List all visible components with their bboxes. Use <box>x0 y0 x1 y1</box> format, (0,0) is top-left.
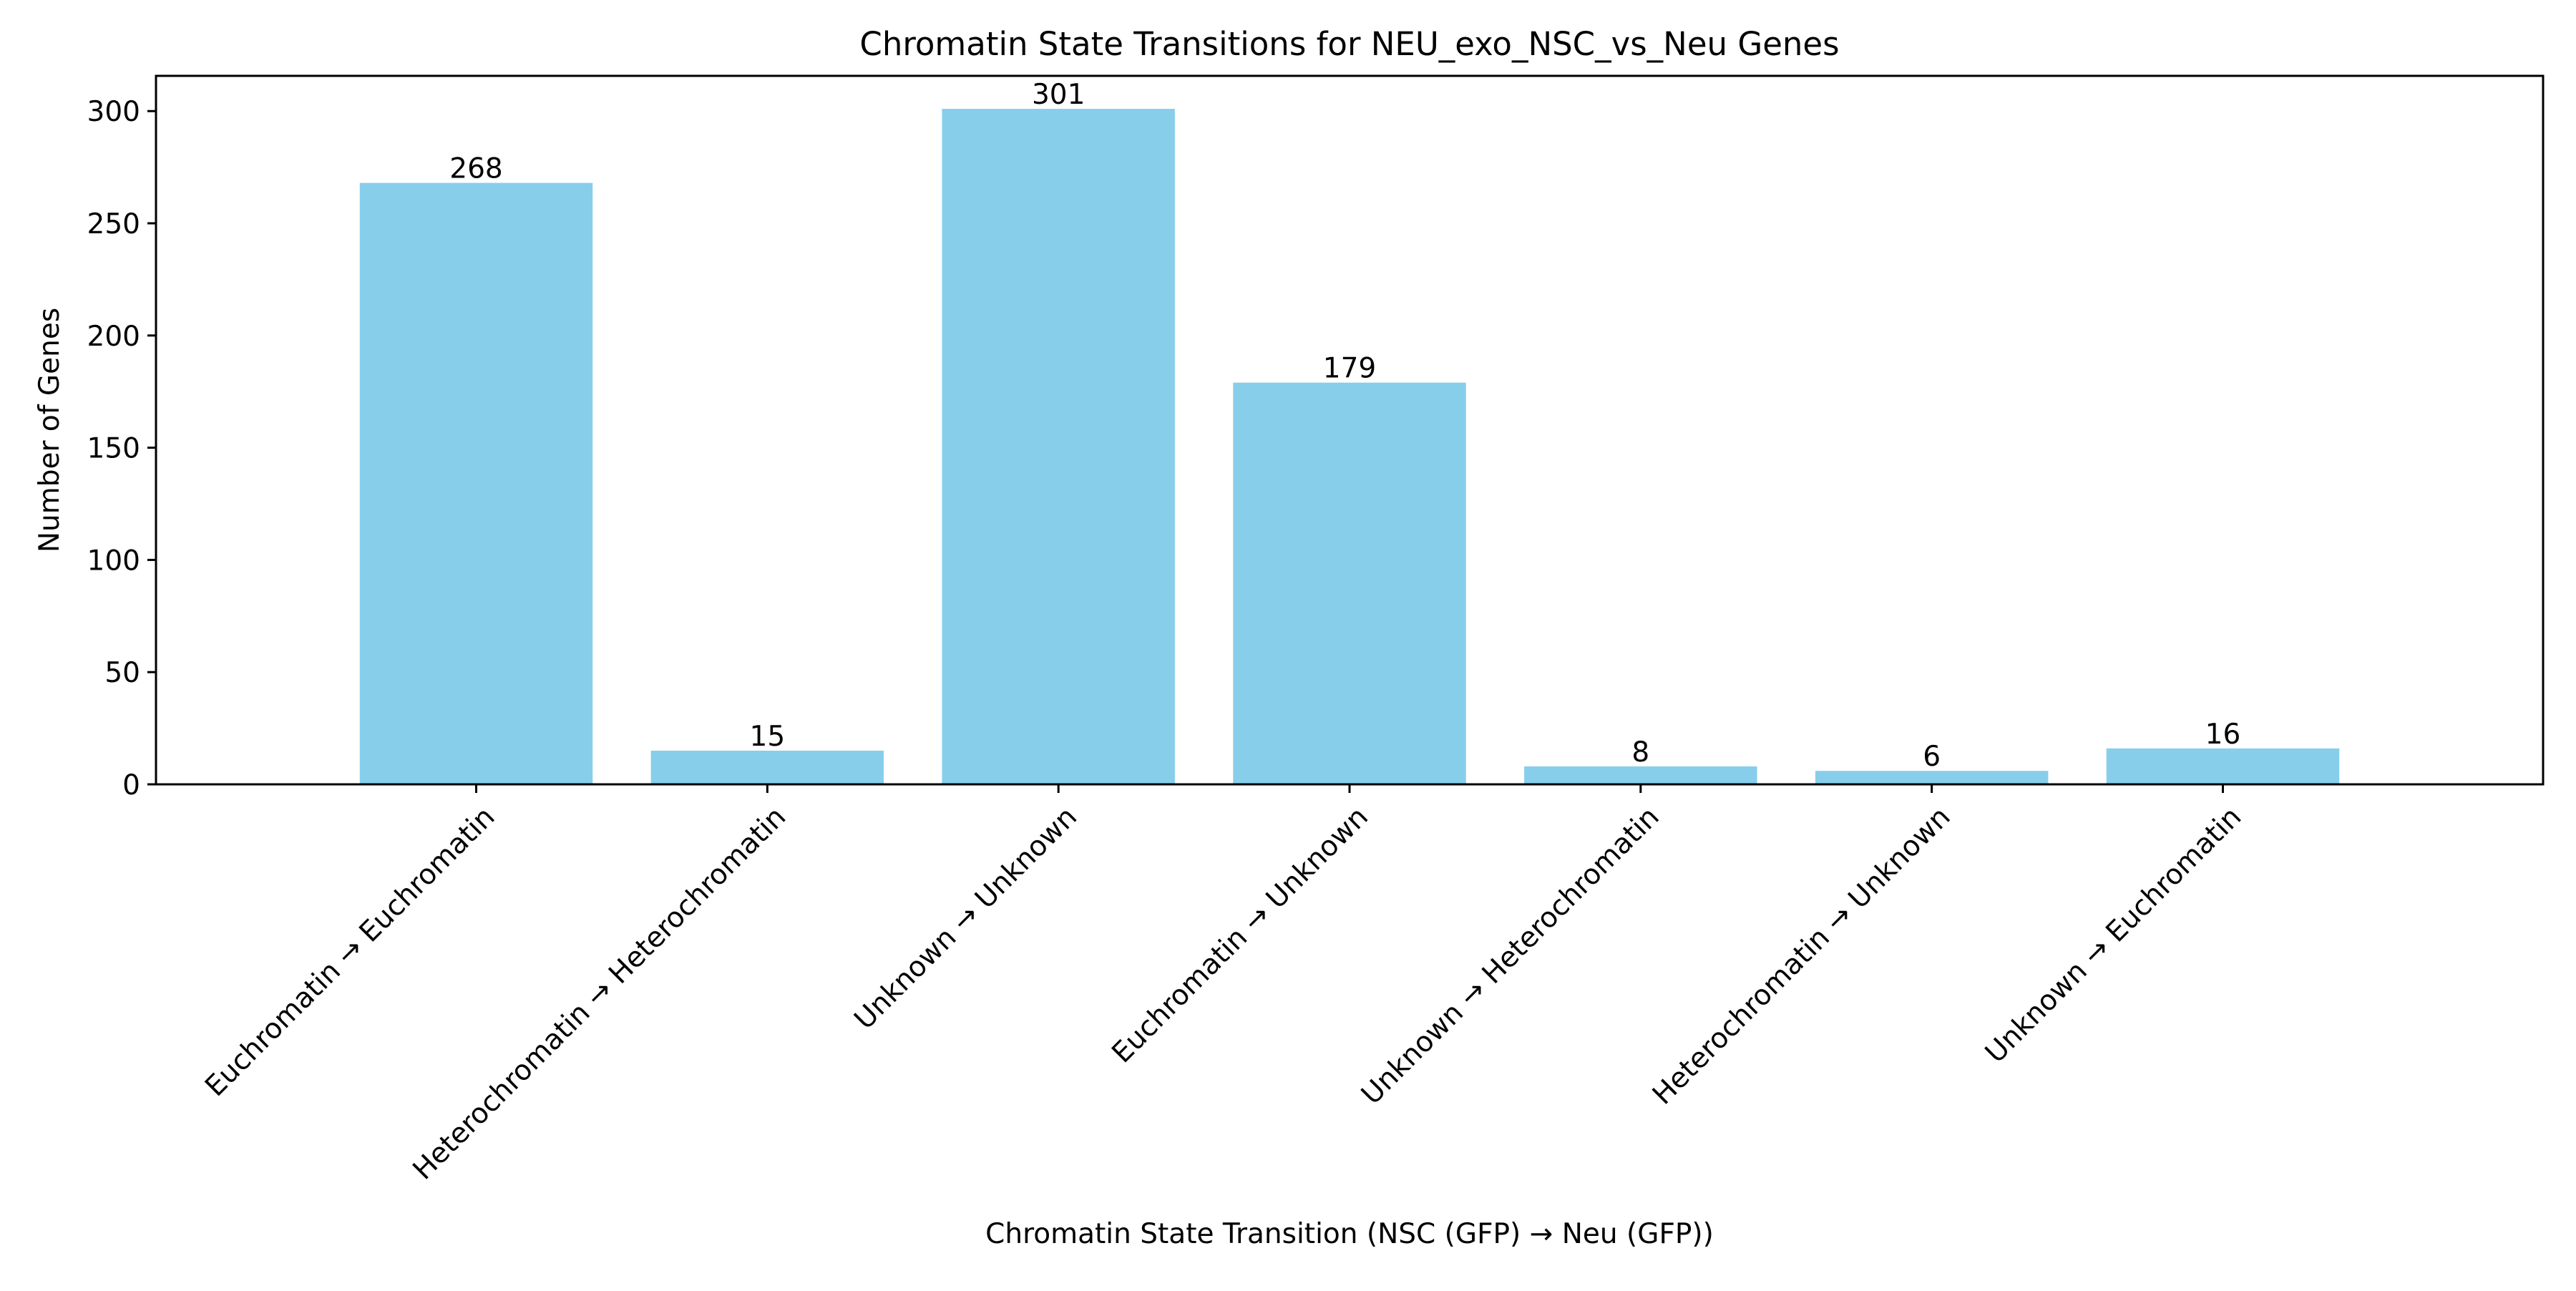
bar-value-label: 179 <box>1323 353 1376 385</box>
y-axis-label: Number of Genes <box>34 308 66 552</box>
bar-value-label: 15 <box>750 721 786 753</box>
y-tick-label: 0 <box>122 769 140 802</box>
bar <box>359 182 593 784</box>
y-tick-label: 150 <box>87 433 140 465</box>
y-axis-ticks: 0 50 100 150 200 250 300 <box>87 96 156 802</box>
bar-value-label: 6 <box>1923 741 1941 773</box>
bar <box>650 750 884 784</box>
bar-value-label: 268 <box>449 153 502 185</box>
bar-value-label: 16 <box>2205 718 2241 751</box>
bar <box>2106 748 2340 784</box>
bar <box>1233 382 1466 784</box>
bar-value-label: 301 <box>1032 79 1085 111</box>
x-axis-label: Chromatin State Transition (NSC (GFP) → … <box>985 1218 1714 1250</box>
bar-value-labels: 268 15 301 179 8 6 16 <box>449 79 2240 773</box>
bar <box>1524 766 1757 784</box>
y-tick-label: 100 <box>87 545 140 577</box>
bar-series <box>359 109 2340 785</box>
plot-area-frame <box>155 74 2545 786</box>
bar <box>942 109 1175 785</box>
y-tick-label: 300 <box>87 96 140 128</box>
y-tick-label: 200 <box>87 321 140 353</box>
y-tick-label: 50 <box>104 657 140 689</box>
bar <box>1815 771 2049 784</box>
y-tick-label: 250 <box>87 208 140 240</box>
chart-title: Chromatin State Transitions for NEU_exo_… <box>859 25 1839 63</box>
bar-value-label: 8 <box>1631 736 1649 769</box>
